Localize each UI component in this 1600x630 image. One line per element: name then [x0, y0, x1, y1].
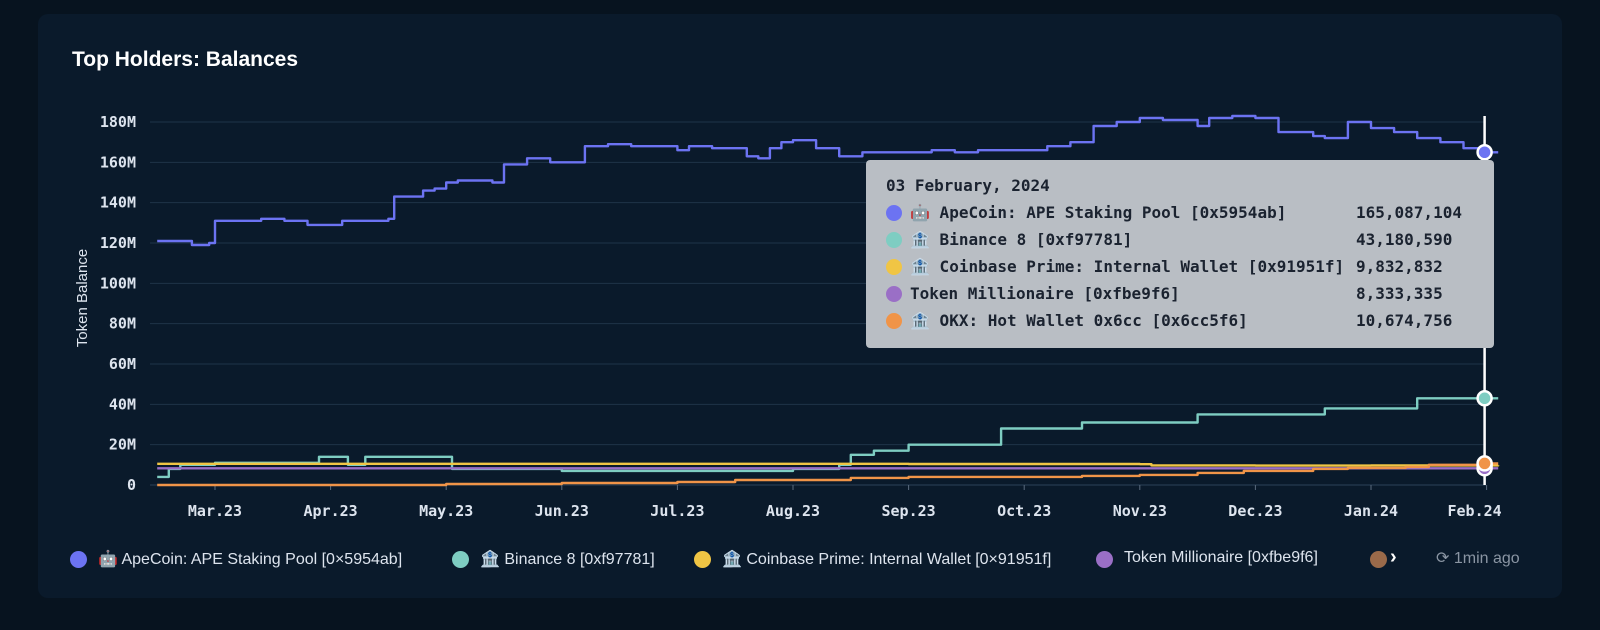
y-tick-label: 60M	[109, 355, 136, 373]
refresh-icon: ⟳	[1436, 550, 1450, 567]
tooltip-series-name: Token Millionaire [0xfbe9f6]	[910, 284, 1180, 303]
y-tick-label: 120M	[100, 234, 136, 252]
x-axis: Mar.23 Apr.23 May.23 Jun.23 Jul.23 Aug.23 Sep.…	[188, 485, 1502, 520]
tooltip-dot	[886, 205, 902, 221]
series-line	[157, 114, 1499, 247]
x-tick-label: Apr.23	[304, 502, 358, 520]
cursor-point	[1476, 144, 1493, 161]
legend-dot	[70, 551, 87, 568]
tooltip-series-value: 165,087,104	[1356, 203, 1462, 222]
y-tick-label: 0	[127, 476, 136, 494]
chart-title: Top Holders: Balances	[72, 48, 298, 71]
tooltip-dot	[886, 259, 902, 275]
legend-dot	[694, 551, 711, 568]
tooltip-series-name: 🏦 Binance 8 [0xf97781]	[910, 230, 1133, 249]
y-tick-label: 40M	[109, 395, 136, 413]
tooltip-series-value: 8,333,335	[1356, 284, 1443, 303]
refresh-status: ⟳ 1min ago	[1436, 548, 1520, 568]
tooltip-dot	[886, 286, 902, 302]
y-axis-label: Token Balance	[74, 249, 91, 347]
tooltip-series-value: 43,180,590	[1356, 230, 1453, 249]
tooltip-series-name: 🤖 ApeCoin: APE Staking Pool [0x5954ab]	[910, 203, 1287, 222]
x-tick-label: Mar.23	[188, 502, 242, 520]
series-line	[157, 462, 1499, 487]
x-tick-label: May.23	[419, 502, 473, 520]
y-tick-label: 80M	[109, 315, 136, 333]
x-tick-label: Feb.24	[1448, 502, 1502, 520]
x-tick-label: Dec.23	[1228, 502, 1282, 520]
y-tick-label: 140M	[100, 194, 136, 212]
chevron-right-icon[interactable]: ›	[1390, 546, 1397, 568]
legend-label: Token Millionaire [0xfbe9f6]	[1124, 549, 1318, 566]
series-line	[157, 397, 1499, 479]
series-line	[157, 462, 1500, 467]
x-tick-label: Sep.23	[882, 502, 936, 520]
y-tick-label: 100M	[100, 274, 136, 292]
tooltip-row: 🏦 Binance 8 [0xf97781] 43,180,590	[886, 229, 1486, 251]
legend-dot	[452, 551, 469, 568]
tooltip-row: 🤖 ApeCoin: APE Staking Pool [0x5954ab] 1…	[886, 202, 1486, 224]
tooltip-dot	[886, 313, 902, 329]
y-tick-label: 180M	[100, 113, 136, 131]
x-tick-label: Aug.23	[766, 502, 820, 520]
x-tick-label: Nov.23	[1113, 502, 1167, 520]
tooltip-series-value: 10,674,756	[1356, 311, 1453, 330]
legend-dot	[1370, 551, 1387, 568]
cursor-point	[1476, 390, 1493, 407]
tooltip-row: 🏦 OKX: Hot Wallet 0x6cc [0x6cc5f6] 10,67…	[886, 310, 1486, 332]
y-axis: 0 20M 40M 60M 80M 100M 120M 140M 160M 180M	[100, 113, 136, 494]
tooltip-date: 03 February, 2024	[886, 176, 1050, 195]
tooltip-series-value: 9,832,832	[1356, 257, 1443, 276]
x-tick-label: Jan.24	[1344, 502, 1398, 520]
legend-label: 🏦 Binance 8 [0xf97781]	[480, 551, 655, 568]
tooltip-series-name: 🏦 Coinbase Prime: Internal Wallet [0x919…	[910, 257, 1345, 276]
legend-dot	[1096, 551, 1113, 568]
legend-label: 🏦 Coinbase Prime: Internal Wallet [0×919…	[722, 551, 1052, 568]
tooltip-row: Token Millionaire [0xfbe9f6] 8,333,335	[886, 283, 1486, 305]
y-tick-label: 20M	[109, 436, 136, 454]
refresh-text: 1min ago	[1453, 550, 1520, 567]
x-tick-label: Jun.23	[535, 502, 589, 520]
tooltip-row: 🏦 Coinbase Prime: Internal Wallet [0x919…	[886, 256, 1486, 278]
legend-label: 🤖 ApeCoin: APE Staking Pool [0×5954ab]	[98, 551, 403, 568]
tooltip: 03 February, 2024 🤖 ApeCoin: APE Staking…	[866, 160, 1494, 348]
series-group	[157, 114, 1500, 487]
cursor-point	[1476, 455, 1493, 472]
y-tick-label: 160M	[100, 153, 136, 171]
x-tick-label: Jul.23	[650, 502, 704, 520]
tooltip-dot	[886, 232, 902, 248]
tooltip-series-name: 🏦 OKX: Hot Wallet 0x6cc [0x6cc5f6]	[910, 311, 1248, 330]
x-tick-label: Oct.23	[997, 502, 1051, 520]
